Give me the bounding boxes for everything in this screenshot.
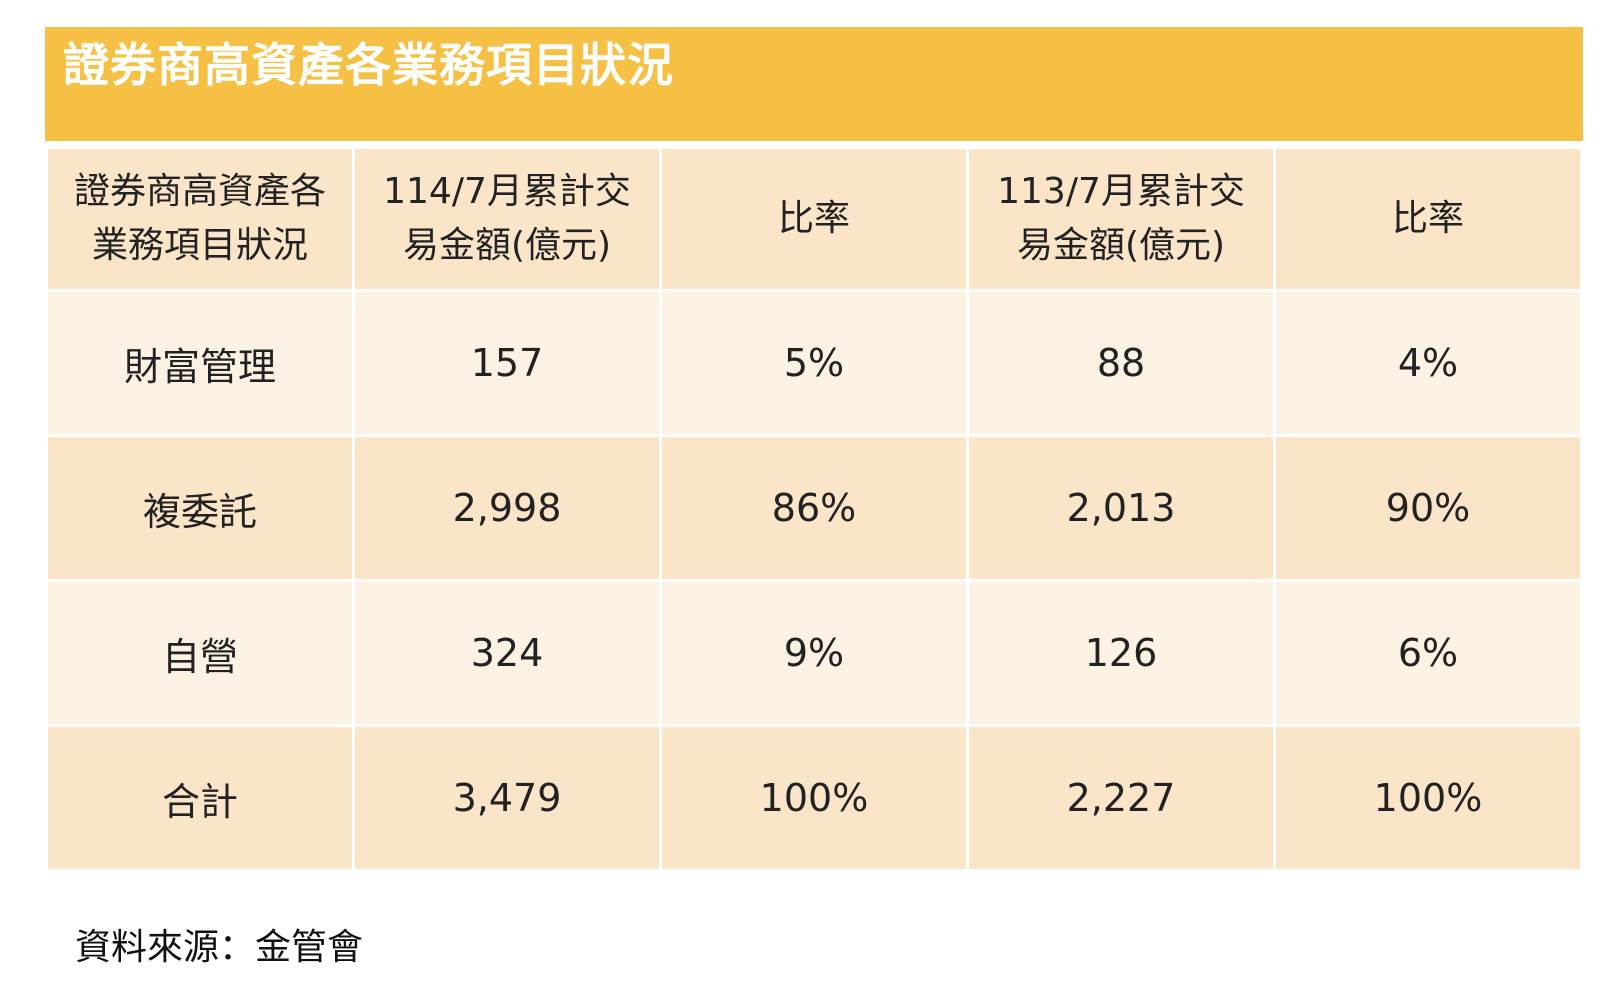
- table-row: 財富管理 157 5% 88 4%: [45, 289, 1583, 437]
- ratio-cell: 5%: [659, 289, 969, 437]
- amount-cell: 2,998: [352, 434, 662, 582]
- ratio-cell: 90%: [1273, 434, 1583, 582]
- header-cell-text: 比率: [777, 198, 850, 239]
- amount-cell: 3,479: [352, 724, 662, 872]
- data-table: 證券商高資產各業務項目狀況 114/7月累計交易金額(億元) 比率 113/7月…: [45, 146, 1583, 872]
- amount-cell: 126: [966, 579, 1276, 727]
- ratio-cell: 4%: [1273, 289, 1583, 437]
- amount-cell: 88: [966, 289, 1276, 437]
- table-row-total: 合計 3,479 100% 2,227 100%: [45, 724, 1583, 872]
- amount-cell: 324: [352, 579, 662, 727]
- header-cell-114-amount: 114/7月累計交易金額(億元): [352, 146, 662, 292]
- ratio-cell: 100%: [659, 724, 969, 872]
- amount-cell: 157: [352, 289, 662, 437]
- row-label-cell: 自營: [45, 579, 355, 727]
- header-cell-text: 114/7月累計交易金額(億元): [383, 171, 631, 266]
- amount-cell: 2,227: [966, 724, 1276, 872]
- row-label-cell: 複委託: [45, 434, 355, 582]
- source-note: 資料來源：金管會: [75, 927, 364, 968]
- header-cell-113-amount: 113/7月累計交易金額(億元): [966, 146, 1276, 292]
- row-label-cell: 財富管理: [45, 289, 355, 437]
- header-cell-113-ratio: 比率: [1273, 146, 1583, 292]
- header-cell-text: 證券商高資產各業務項目狀況: [73, 171, 326, 266]
- table-row: 複委託 2,998 86% 2,013 90%: [45, 434, 1583, 582]
- table-header-row: 證券商高資產各業務項目狀況 114/7月累計交易金額(億元) 比率 113/7月…: [45, 146, 1583, 292]
- chart-title: 證券商高資產各業務項目狀況: [63, 38, 674, 92]
- header-cell-category: 證券商高資產各業務項目狀況: [45, 146, 355, 292]
- header-cell-text: 113/7月累計交易金額(億元): [997, 171, 1245, 266]
- table-body: 證券商高資產各業務項目狀況 114/7月累計交易金額(億元) 比率 113/7月…: [45, 146, 1583, 872]
- table-row: 自營 324 9% 126 6%: [45, 579, 1583, 727]
- ratio-cell: 86%: [659, 434, 969, 582]
- title-banner: 證券商高資產各業務項目狀況: [45, 27, 1583, 141]
- ratio-cell: 9%: [659, 579, 969, 727]
- table-container: 證券商高資產各業務項目狀況 114/7月累計交易金額(億元) 比率 113/7月…: [45, 146, 1583, 872]
- ratio-cell: 6%: [1273, 579, 1583, 727]
- ratio-cell: 100%: [1273, 724, 1583, 872]
- amount-cell: 2,013: [966, 434, 1276, 582]
- header-cell-text: 比率: [1391, 198, 1464, 239]
- row-label-cell: 合計: [45, 724, 355, 872]
- header-cell-114-ratio: 比率: [659, 146, 969, 292]
